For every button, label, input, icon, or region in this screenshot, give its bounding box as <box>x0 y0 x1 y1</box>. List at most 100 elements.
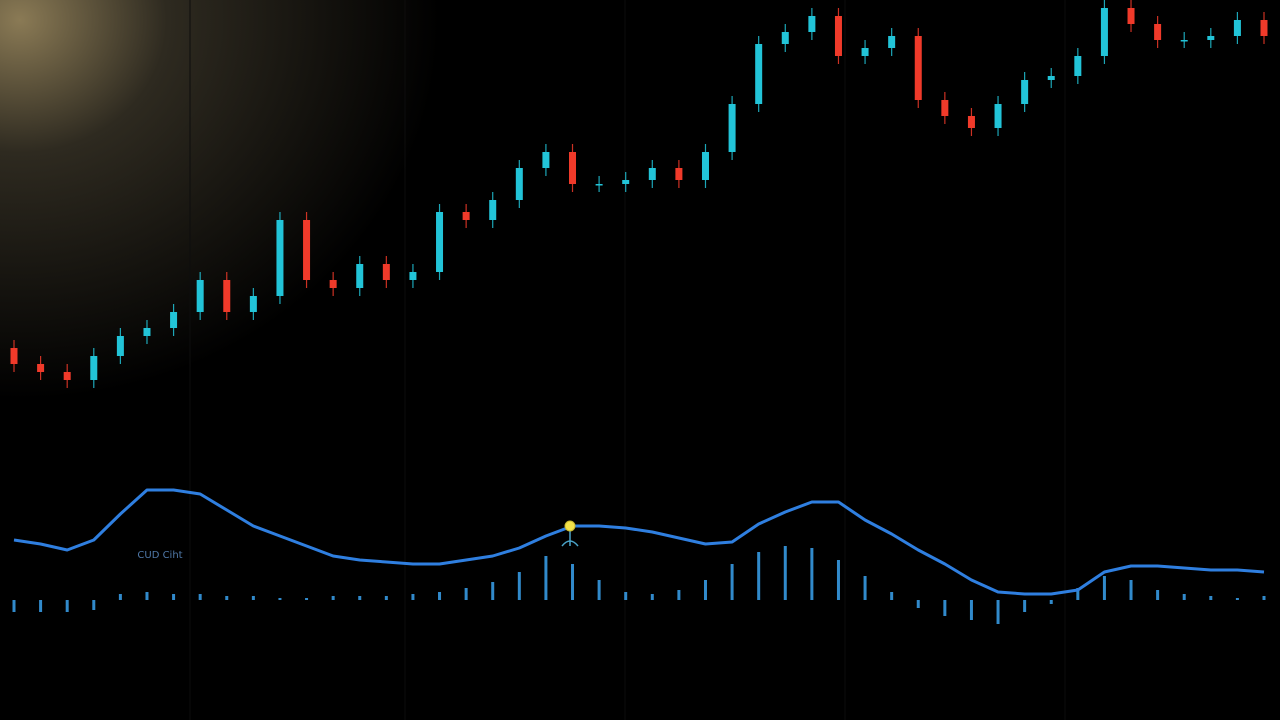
candle-body <box>941 100 949 116</box>
candle-body <box>462 212 470 220</box>
histogram-bar <box>118 594 122 600</box>
candle-body <box>276 220 284 296</box>
histogram-bar <box>650 594 654 600</box>
candle-body <box>409 272 417 280</box>
candle-body <box>569 152 577 184</box>
histogram-bar <box>703 580 707 600</box>
candle-body <box>329 280 337 288</box>
candle-body <box>622 180 630 184</box>
candle-body <box>515 168 523 200</box>
candle-body <box>595 184 603 186</box>
histogram-bar <box>571 564 575 600</box>
histogram-bar <box>251 596 255 600</box>
candle-body <box>116 336 124 356</box>
candle-body <box>90 356 98 380</box>
candle-body <box>648 168 656 180</box>
histogram-bar <box>278 598 282 600</box>
histogram-bar <box>384 596 388 600</box>
candle-body <box>356 264 364 288</box>
histogram-bar <box>1076 588 1080 600</box>
histogram-bar <box>1156 590 1160 600</box>
histogram-bar <box>943 600 947 616</box>
candle-body <box>196 280 204 312</box>
histogram-bar <box>172 594 176 600</box>
histogram-bar <box>890 592 894 600</box>
candle-body <box>1127 8 1135 24</box>
candle-body <box>1233 20 1241 36</box>
candle-body <box>861 48 869 56</box>
histogram-bar <box>305 598 309 600</box>
candle-body <box>1154 24 1162 40</box>
candle-body <box>143 328 151 336</box>
candle-body <box>728 104 736 152</box>
histogram-bar <box>358 596 362 600</box>
candle-body <box>808 16 816 32</box>
marker-base <box>561 540 579 547</box>
candle-body <box>542 152 550 168</box>
candle-body <box>755 44 763 104</box>
histogram-bar <box>677 590 681 600</box>
histogram-bar <box>783 546 787 600</box>
candle-body <box>170 312 178 328</box>
candle-body <box>967 116 975 128</box>
candle-body <box>382 264 390 280</box>
candle-body <box>249 296 257 312</box>
oscillator-line <box>13 488 1265 596</box>
candle-body <box>701 152 709 180</box>
candle-body <box>1021 80 1029 104</box>
histogram-bar <box>863 576 867 600</box>
candle-body <box>781 32 789 44</box>
histogram-bar <box>757 552 761 600</box>
candle-body <box>303 220 311 280</box>
marker-dot <box>564 520 576 532</box>
candle-body <box>10 348 18 364</box>
histogram-bar <box>810 548 814 600</box>
histogram-bar <box>92 600 96 610</box>
oscillator <box>12 488 1266 624</box>
histogram-bar <box>225 596 229 600</box>
histogram-bar <box>1182 594 1186 600</box>
histogram-bar <box>198 594 202 600</box>
annotation: CUD Ciht <box>137 550 182 561</box>
histogram-bar <box>1209 596 1213 600</box>
histogram-bar <box>464 588 468 600</box>
candle-body <box>1047 76 1055 80</box>
candle-body <box>223 280 231 312</box>
histogram-bar <box>39 600 43 612</box>
histogram-bar <box>916 600 920 608</box>
histogram-bar <box>730 564 734 600</box>
candle-body <box>1100 8 1108 56</box>
candle-body <box>1074 56 1082 76</box>
histogram-bar <box>836 560 840 600</box>
candle-body <box>834 16 842 56</box>
candle-body <box>1260 20 1268 36</box>
histogram-bar <box>411 594 415 600</box>
candle-body <box>1207 36 1215 40</box>
candle-body <box>675 168 683 180</box>
histogram-bar <box>517 572 521 600</box>
histogram-bar <box>969 600 973 620</box>
histogram-bar <box>1102 576 1106 600</box>
histogram-bar <box>331 596 335 600</box>
histogram-bar <box>145 592 149 600</box>
candle-body <box>994 104 1002 128</box>
marker <box>561 520 579 547</box>
histogram-bar <box>597 580 601 600</box>
histogram-bar <box>1262 596 1266 600</box>
histogram-bar <box>996 600 1000 624</box>
histogram-bar <box>544 556 548 600</box>
candle-body <box>63 372 71 380</box>
candle-body <box>37 364 45 372</box>
candle-body <box>436 212 444 272</box>
candle-body <box>888 36 896 48</box>
candle-body <box>489 200 497 220</box>
candles <box>10 0 1268 388</box>
histogram-bar <box>438 592 442 600</box>
candle-body <box>1180 40 1188 42</box>
histogram-bar <box>1129 580 1133 600</box>
histogram-bar <box>491 582 495 600</box>
histogram-bar <box>624 592 628 600</box>
